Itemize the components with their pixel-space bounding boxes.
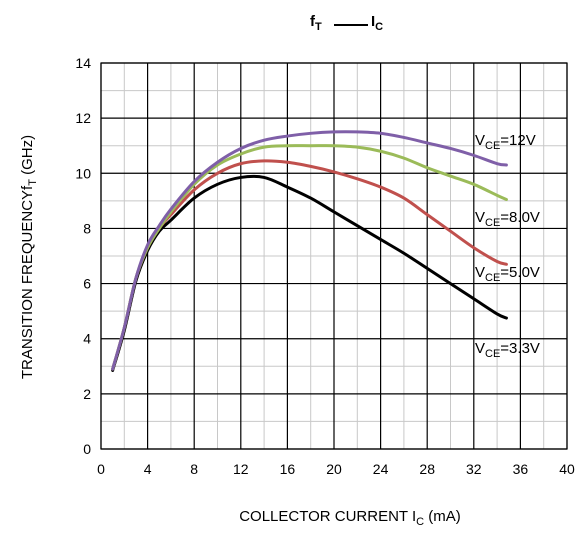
- plot-frame: [100, 62, 568, 450]
- x-tick-label: 32: [466, 461, 482, 477]
- title-right-main: I: [371, 13, 375, 30]
- y-axis-label-sub: T: [27, 179, 39, 186]
- series-line-v-ce-12v: [111, 130, 508, 371]
- y-tick-label: 2: [83, 386, 91, 402]
- series-label-v-ce-8-0v: VCE=8.0V: [475, 209, 540, 229]
- x-tick-label: 40: [559, 461, 575, 477]
- x-tick-label: 20: [326, 461, 342, 477]
- svg-text:fT: fT: [310, 13, 322, 33]
- y-tick-label: 12: [75, 110, 91, 126]
- y-tick-label: 14: [75, 55, 91, 71]
- y-axis-label-main: TRANSITION FREQUENCYf: [19, 185, 36, 379]
- series-label-v-ce-3-3v: VCE=3.3V: [475, 340, 540, 360]
- series-line-v-ce-8-0v: [111, 144, 508, 371]
- x-tick-label: 24: [373, 461, 389, 477]
- x-tick-label: 12: [233, 461, 249, 477]
- y-tick-label: 4: [83, 331, 91, 347]
- x-tick-label: 36: [513, 461, 529, 477]
- series-label-v-ce-5-0v: VCE=5.0V: [475, 264, 540, 284]
- series-label-v-ce-12v: VCE=12V: [475, 132, 536, 152]
- title-left-sub: T: [315, 21, 322, 33]
- series-line-v-ce-5-0v: [111, 159, 508, 371]
- x-tick-label: 28: [419, 461, 435, 477]
- minor-grid: [101, 63, 567, 449]
- y-tick-label: 8: [83, 220, 91, 236]
- x-axis-label-main: COLLECTOR CURRENT I: [239, 508, 416, 525]
- chart-title: fT IC: [310, 13, 383, 33]
- x-axis-label: COLLECTOR CURRENT IC (mA): [239, 508, 461, 528]
- series-line-v-ce-3-3v: [111, 174, 508, 372]
- series-layer: [111, 130, 508, 372]
- svg-text:IC: IC: [371, 13, 383, 33]
- y-axis-label: TRANSITION FREQUENCYfT (GHz): [19, 135, 39, 379]
- y-axis-label-unit: (GHz): [19, 135, 36, 179]
- x-axis-label-sub: C: [416, 516, 424, 528]
- title-left-main: f: [310, 13, 316, 30]
- y-tick-label: 0: [83, 441, 91, 457]
- x-tick-label: 16: [280, 461, 296, 477]
- title-right-sub: C: [375, 21, 383, 33]
- x-tick-label: 0: [97, 461, 105, 477]
- y-tick-label: 6: [83, 276, 91, 292]
- x-tick-label: 4: [144, 461, 152, 477]
- x-axis-label-unit: (mA): [424, 508, 461, 525]
- x-tick-label: 8: [190, 461, 198, 477]
- series-labels: VCE=12V VCE=8.0V VCE=5.0V VCE=3.3V: [475, 132, 540, 360]
- y-tick-label: 10: [75, 165, 91, 181]
